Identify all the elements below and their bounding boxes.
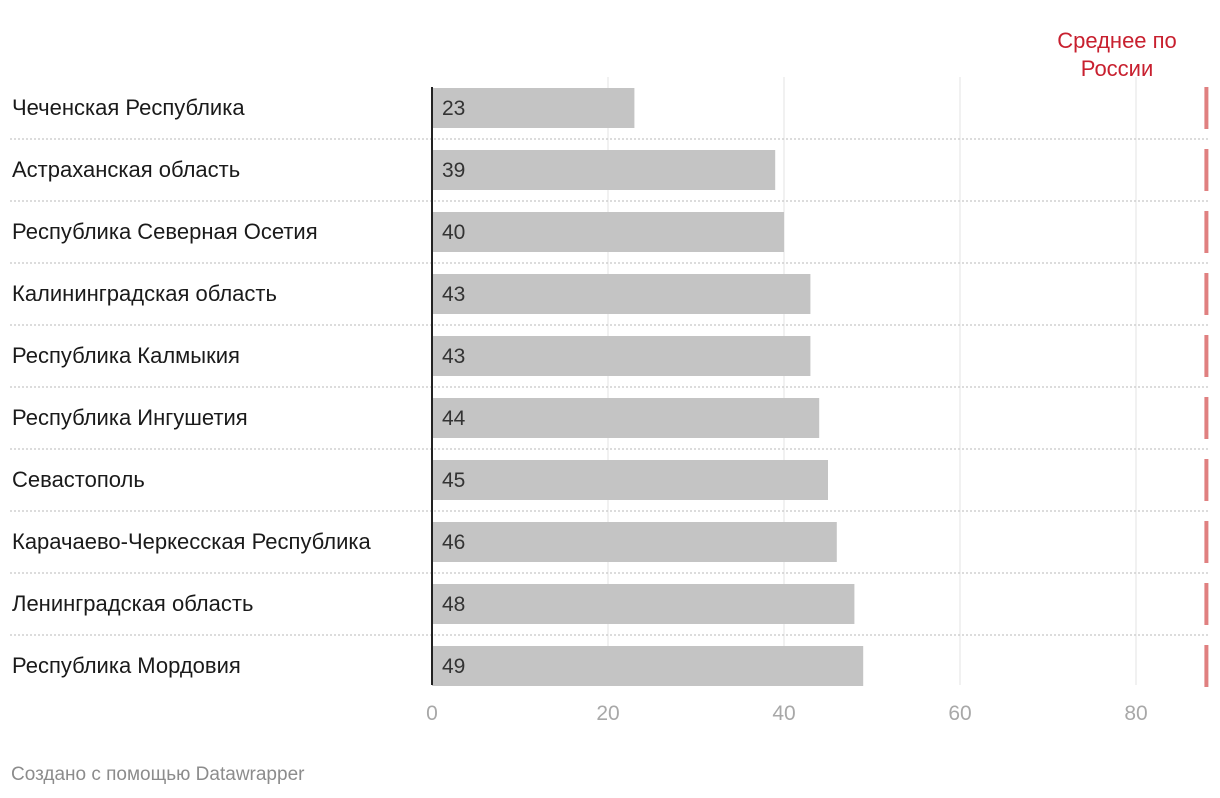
x-tick-label-0: 0 [426,702,438,725]
reference-line-segment-4 [1204,335,1209,377]
category-label-9: Республика Мордовия [12,653,241,678]
value-label-2: 40 [442,221,465,244]
bar-chart: Чеченская Республика 23 Астраханская облас… [10,28,1209,725]
x-tick-label-60: 60 [948,702,971,725]
category-label-5: Республика Ингушетия [12,405,248,430]
reference-line-segment-3 [1204,273,1209,315]
reference-line-segment-6 [1204,459,1209,501]
reference-line-segment-2 [1204,211,1209,253]
reference-line-segment-0 [1204,87,1209,129]
category-label-0: Чеченская Республика [12,95,245,120]
bar-2 [432,212,784,252]
reference-label-line-1: России [1081,56,1154,81]
reference-line-segment-8 [1204,583,1209,625]
value-label-8: 48 [442,593,465,616]
value-label-0: 23 [442,97,465,120]
category-label-7: Карачаево-Черкесская Республика [12,529,372,554]
reference-line-segment-1 [1204,149,1209,191]
bar-6 [432,460,828,500]
bar-4 [432,336,811,376]
value-label-5: 44 [442,407,466,430]
bar-3 [432,274,811,314]
reference-label-line-0: Среднее по [1057,28,1177,53]
value-label-4: 43 [442,345,465,368]
bar-1 [432,150,776,190]
footer-credit: Создано с помощью Datawrapper [11,764,305,785]
bar-9 [432,646,864,686]
x-tick-label-40: 40 [772,702,795,725]
category-label-2: Республика Северная Осетия [12,219,318,244]
category-label-4: Республика Калмыкия [12,343,240,368]
value-label-3: 43 [442,283,465,306]
x-tick-label-80: 80 [1124,702,1147,725]
value-label-6: 45 [442,469,465,492]
category-label-1: Астраханская область [12,157,240,182]
bar-5 [432,398,820,438]
category-label-8: Ленинградская область [12,591,253,616]
value-label-7: 46 [442,531,465,554]
reference-line-segment-7 [1204,521,1209,563]
reference-line-segment-5 [1204,397,1209,439]
bar-0 [432,88,635,128]
bar-7 [432,522,837,562]
category-label-6: Севастополь [12,467,145,492]
x-tick-label-20: 20 [596,702,619,725]
reference-line-segment-9 [1204,645,1209,687]
value-label-1: 39 [442,159,465,182]
category-label-3: Калининградская область [12,281,277,306]
value-label-9: 49 [442,655,465,678]
bar-8 [432,584,855,624]
